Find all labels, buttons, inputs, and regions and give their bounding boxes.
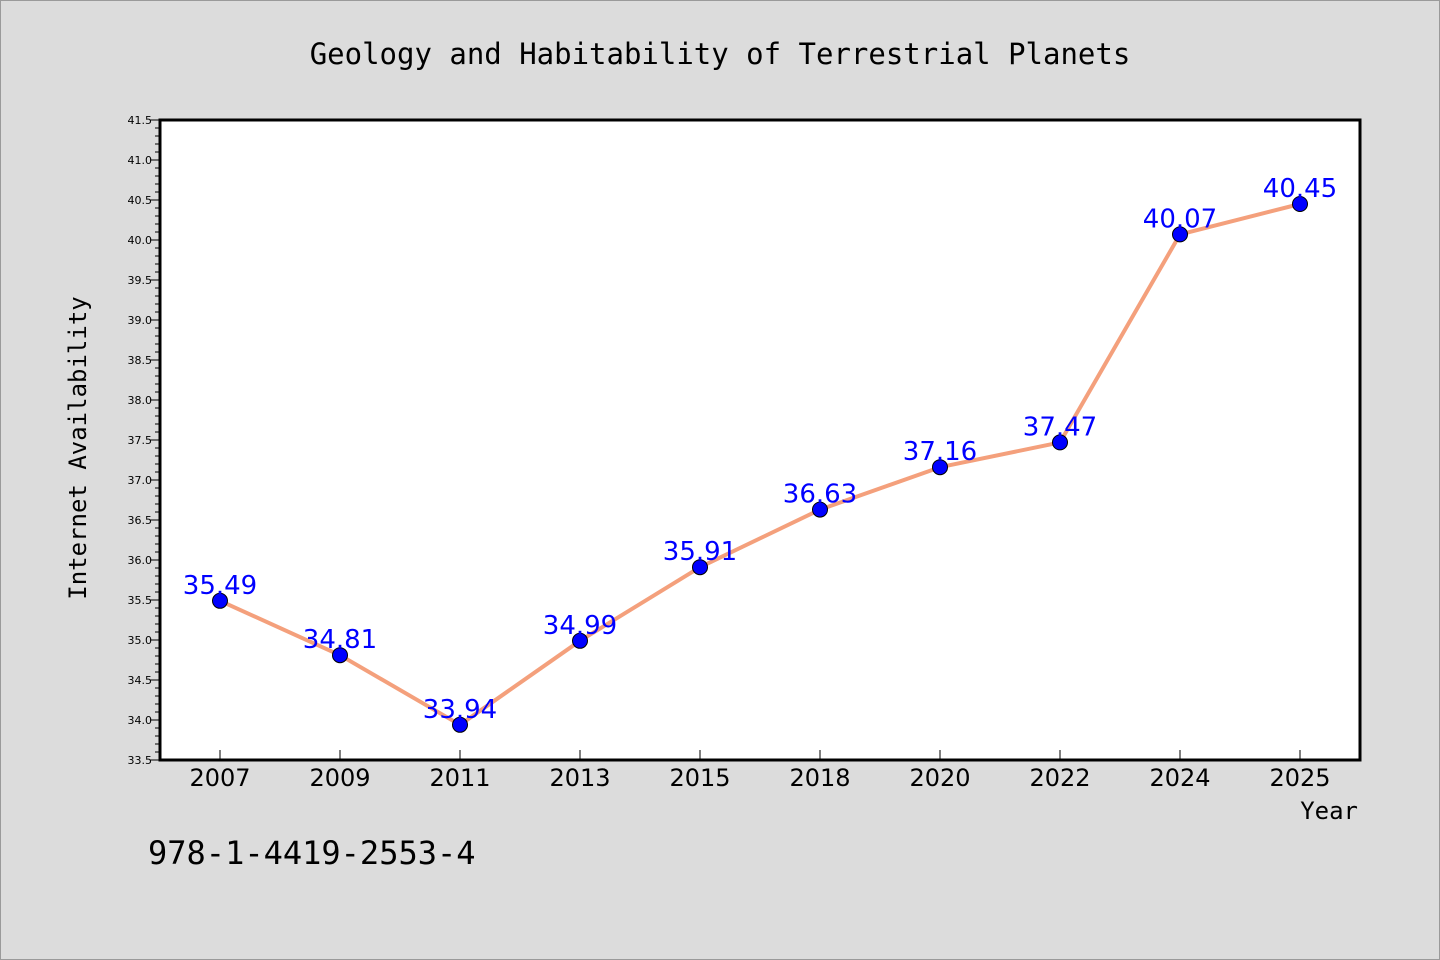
x-tick-label: 2020 (909, 764, 970, 792)
y-tick-label: 36.0 (128, 554, 153, 567)
data-label: 40.07 (1143, 204, 1217, 234)
y-tick-label: 37.0 (128, 474, 153, 487)
y-tick-label: 36.5 (128, 514, 153, 527)
x-axis-label: Year (1300, 797, 1358, 825)
data-point (812, 501, 828, 518)
y-tick-label: 34.0 (128, 714, 153, 727)
data-label: 36.63 (783, 480, 857, 510)
y-tick-label: 35.5 (128, 594, 153, 607)
data-label: 35.49 (183, 571, 257, 601)
y-tick-label: 38.5 (128, 354, 153, 367)
x-tick-label: 2024 (1149, 764, 1210, 792)
y-tick-label: 34.5 (128, 674, 153, 687)
y-tick-label: 38.0 (128, 394, 153, 407)
plot-area (160, 120, 1360, 760)
data-point (572, 632, 588, 649)
x-tick-label: 2025 (1269, 764, 1330, 792)
data-point (212, 592, 228, 609)
y-axis-ticks: 33.5 34.0 34.5 35.0 35.5 36.0 36.5 37.0 37.5 38.0… (128, 114, 160, 767)
series-layer (212, 196, 1308, 733)
y-tick-label: 39.0 (128, 314, 153, 327)
footer-code: 978-1-4419-2553-4 (148, 834, 476, 872)
y-tick-label: 40.5 (128, 194, 153, 207)
y-tick-label: 37.5 (128, 434, 153, 447)
data-label: 40.45 (1263, 174, 1337, 204)
data-point (1292, 196, 1308, 212)
y-tick-label: 40.0 (128, 234, 153, 247)
x-tick-label: 2022 (1029, 764, 1090, 792)
data-label: 37.47 (1023, 412, 1097, 442)
x-tick-label: 2007 (189, 764, 250, 792)
data-point (332, 647, 348, 664)
data-point (1052, 434, 1068, 451)
y-tick-label: 33.5 (128, 754, 153, 767)
chart-title: Geology and Habitability of Terrestrial … (310, 37, 1131, 71)
x-tick-label: 2011 (429, 764, 490, 792)
data-point (932, 459, 948, 476)
data-point (692, 559, 708, 576)
data-labels: 35.49 34.81 33.94 34.99 35.91 36.63 37.16 37.47… (183, 174, 1337, 725)
y-axis-label: Internet Availability (64, 296, 92, 599)
x-tick-label: 2013 (549, 764, 610, 792)
x-axis-ticks: 2007 2009 2011 2013 2015 2018 2020 2022 2024 2025 (189, 750, 1331, 792)
x-tick-label: 2015 (669, 764, 730, 792)
data-point (452, 716, 468, 733)
data-label: 33.94 (423, 695, 497, 725)
data-label: 35.91 (663, 537, 737, 567)
data-label: 37.16 (903, 437, 977, 467)
data-label: 34.99 (543, 611, 617, 641)
plot-border (158, 118, 1362, 762)
y-tick-label: 35.0 (128, 634, 153, 647)
x-tick-label: 2018 (789, 764, 850, 792)
x-tick-label: 2009 (309, 764, 370, 792)
y-tick-label: 41.5 (128, 114, 153, 127)
data-label: 34.81 (303, 625, 377, 655)
series-line (219, 202, 1301, 727)
y-tick-label: 39.5 (128, 274, 153, 287)
data-point (1172, 226, 1188, 243)
y-tick-label: 41.0 (128, 154, 153, 167)
